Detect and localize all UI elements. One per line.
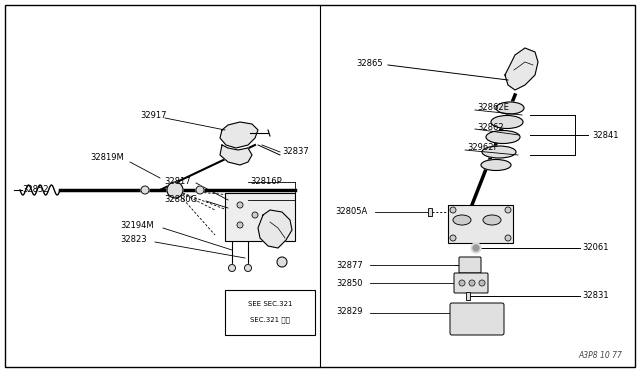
Text: 32880G: 32880G [164, 196, 197, 205]
Circle shape [473, 245, 479, 251]
Circle shape [469, 280, 475, 286]
Text: 32841: 32841 [592, 131, 618, 140]
Polygon shape [258, 210, 292, 248]
Polygon shape [505, 48, 538, 90]
Circle shape [228, 264, 236, 272]
Bar [225, 193, 295, 241]
Text: 32816P: 32816P [250, 177, 282, 186]
Text: 32865: 32865 [356, 58, 383, 67]
Circle shape [244, 264, 252, 272]
Text: 32805A: 32805A [335, 208, 367, 217]
Text: 32862: 32862 [477, 124, 504, 132]
FancyBboxPatch shape [459, 257, 481, 273]
Circle shape [505, 207, 511, 213]
Text: 32819M: 32819M [90, 154, 124, 163]
Text: 32852: 32852 [22, 186, 49, 195]
Ellipse shape [486, 131, 520, 144]
Bar [225, 290, 315, 335]
Circle shape [450, 207, 456, 213]
Polygon shape [220, 145, 252, 165]
Text: SEE SEC.321: SEE SEC.321 [248, 301, 292, 307]
Circle shape [450, 235, 456, 241]
Bar [466, 292, 470, 300]
Text: 32817: 32817 [164, 177, 191, 186]
Text: 32962F: 32962F [467, 144, 499, 153]
Circle shape [141, 186, 149, 194]
FancyBboxPatch shape [450, 303, 504, 335]
Polygon shape [220, 122, 258, 148]
Text: SEC.321 参照: SEC.321 参照 [250, 317, 290, 323]
Text: 32823: 32823 [120, 235, 147, 244]
Circle shape [196, 186, 204, 194]
Ellipse shape [482, 146, 516, 158]
Text: 32917: 32917 [140, 110, 166, 119]
Circle shape [459, 280, 465, 286]
Circle shape [479, 280, 485, 286]
Circle shape [167, 182, 183, 198]
Circle shape [252, 212, 258, 218]
Text: A3P8 10 77: A3P8 10 77 [578, 351, 622, 360]
Ellipse shape [483, 215, 501, 225]
Text: 32850: 32850 [336, 279, 362, 288]
Circle shape [471, 243, 481, 253]
Bar [428, 208, 432, 216]
Text: 32877: 32877 [336, 260, 363, 269]
Ellipse shape [491, 115, 523, 128]
Circle shape [237, 202, 243, 208]
Text: 32837: 32837 [282, 148, 308, 157]
Bar [448, 205, 513, 243]
Text: 32061: 32061 [582, 244, 609, 253]
Circle shape [277, 257, 287, 267]
Circle shape [505, 235, 511, 241]
Ellipse shape [481, 160, 511, 170]
Ellipse shape [496, 102, 524, 114]
FancyBboxPatch shape [454, 273, 488, 293]
Circle shape [237, 222, 243, 228]
Text: 32194M: 32194M [120, 221, 154, 231]
Text: 32829: 32829 [336, 308, 362, 317]
Ellipse shape [453, 215, 471, 225]
Text: 32862E: 32862E [477, 103, 509, 112]
Text: 32831: 32831 [582, 292, 609, 301]
